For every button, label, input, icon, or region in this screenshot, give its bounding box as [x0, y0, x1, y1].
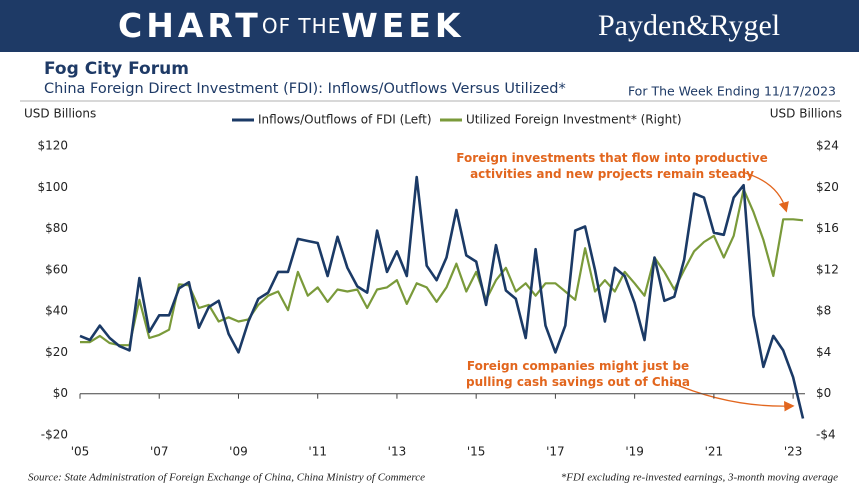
header-part: CHART	[118, 6, 262, 45]
y2-tick-label: $4	[816, 345, 831, 359]
y2-tick-label: $16	[816, 221, 839, 235]
y2-tick-label: $24	[816, 139, 839, 153]
x-tick-label: '17	[546, 445, 565, 459]
x-tick-label: '07	[150, 445, 169, 459]
x-tick-label: '11	[308, 445, 327, 459]
annotation-line: Foreign companies might just be	[467, 359, 689, 373]
y2-tick-label: $12	[816, 262, 839, 276]
y-tick-label: $20	[45, 345, 68, 359]
source: Source: State Administration of Foreign …	[28, 472, 425, 484]
y2-tick-label: $0	[816, 386, 831, 400]
y-tick-label: $100	[37, 180, 68, 194]
header-part: OF THE	[262, 14, 342, 38]
chart-title: Fog City Forum	[44, 59, 189, 79]
y2-tick-label: $8	[816, 304, 831, 318]
y-tick-label: $0	[53, 386, 68, 400]
date-note: For The Week Ending 11/17/2023	[628, 84, 836, 99]
x-tick-label: '19	[625, 445, 644, 459]
x-tick-label: '23	[784, 445, 803, 459]
annotation-line: activities and new projects remain stead…	[470, 167, 754, 181]
annotation-line: Foreign investments that flow into produ…	[456, 151, 768, 165]
annotation-arrow	[669, 381, 795, 412]
y-tick-label: -$20	[41, 428, 68, 442]
y-tick-label: $60	[45, 262, 68, 276]
header-part: WEEK	[341, 6, 464, 45]
header-title: CHARTOF THEWEEK	[118, 6, 464, 45]
annotation: Foreign investments that flow into produ…	[456, 151, 768, 181]
annotation-arrow	[741, 171, 789, 213]
annotation: Foreign companies might just be pulling c…	[466, 359, 690, 389]
header-band	[0, 0, 859, 52]
y-tick-label: $40	[45, 304, 68, 318]
chart-subtitle: China Foreign Direct Investment (FDI): I…	[44, 81, 566, 97]
x-tick-label: '05	[71, 445, 90, 459]
y-axis-label: USD Billions	[24, 107, 96, 121]
y2-axis-label: USD Billions	[770, 107, 842, 121]
x-tick-label: '15	[467, 445, 486, 459]
y-tick-label: $80	[45, 221, 68, 235]
annotation-line: pulling cash savings out of China	[466, 375, 690, 389]
brand: Payden&Rygel	[598, 9, 780, 42]
series-line	[80, 188, 804, 347]
series-line	[79, 175, 805, 419]
footnote: *FDI excluding re-invested earnings, 3-m…	[561, 472, 838, 484]
x-tick-label: '09	[229, 445, 248, 459]
y2-tick-label: -$4	[816, 428, 836, 442]
x-tick-label: '13	[388, 445, 407, 459]
y-tick-label: $120	[37, 139, 68, 153]
legend-label: Inflows/Outflows of FDI (Left)	[258, 113, 432, 127]
legend-label: Utilized Foreign Investment* (Right)	[466, 113, 682, 127]
x-tick-label: '21	[705, 445, 724, 459]
y2-tick-label: $20	[816, 180, 839, 194]
